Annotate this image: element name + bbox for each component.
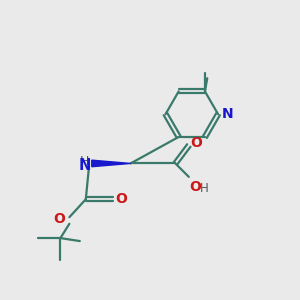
Polygon shape <box>92 160 130 167</box>
Text: H: H <box>80 155 89 168</box>
Text: N: N <box>79 158 91 173</box>
Text: N: N <box>222 106 233 121</box>
Text: O: O <box>190 136 202 149</box>
Text: H: H <box>200 182 209 195</box>
Text: O: O <box>115 192 127 206</box>
Text: O: O <box>53 212 65 226</box>
Text: O: O <box>189 181 201 194</box>
